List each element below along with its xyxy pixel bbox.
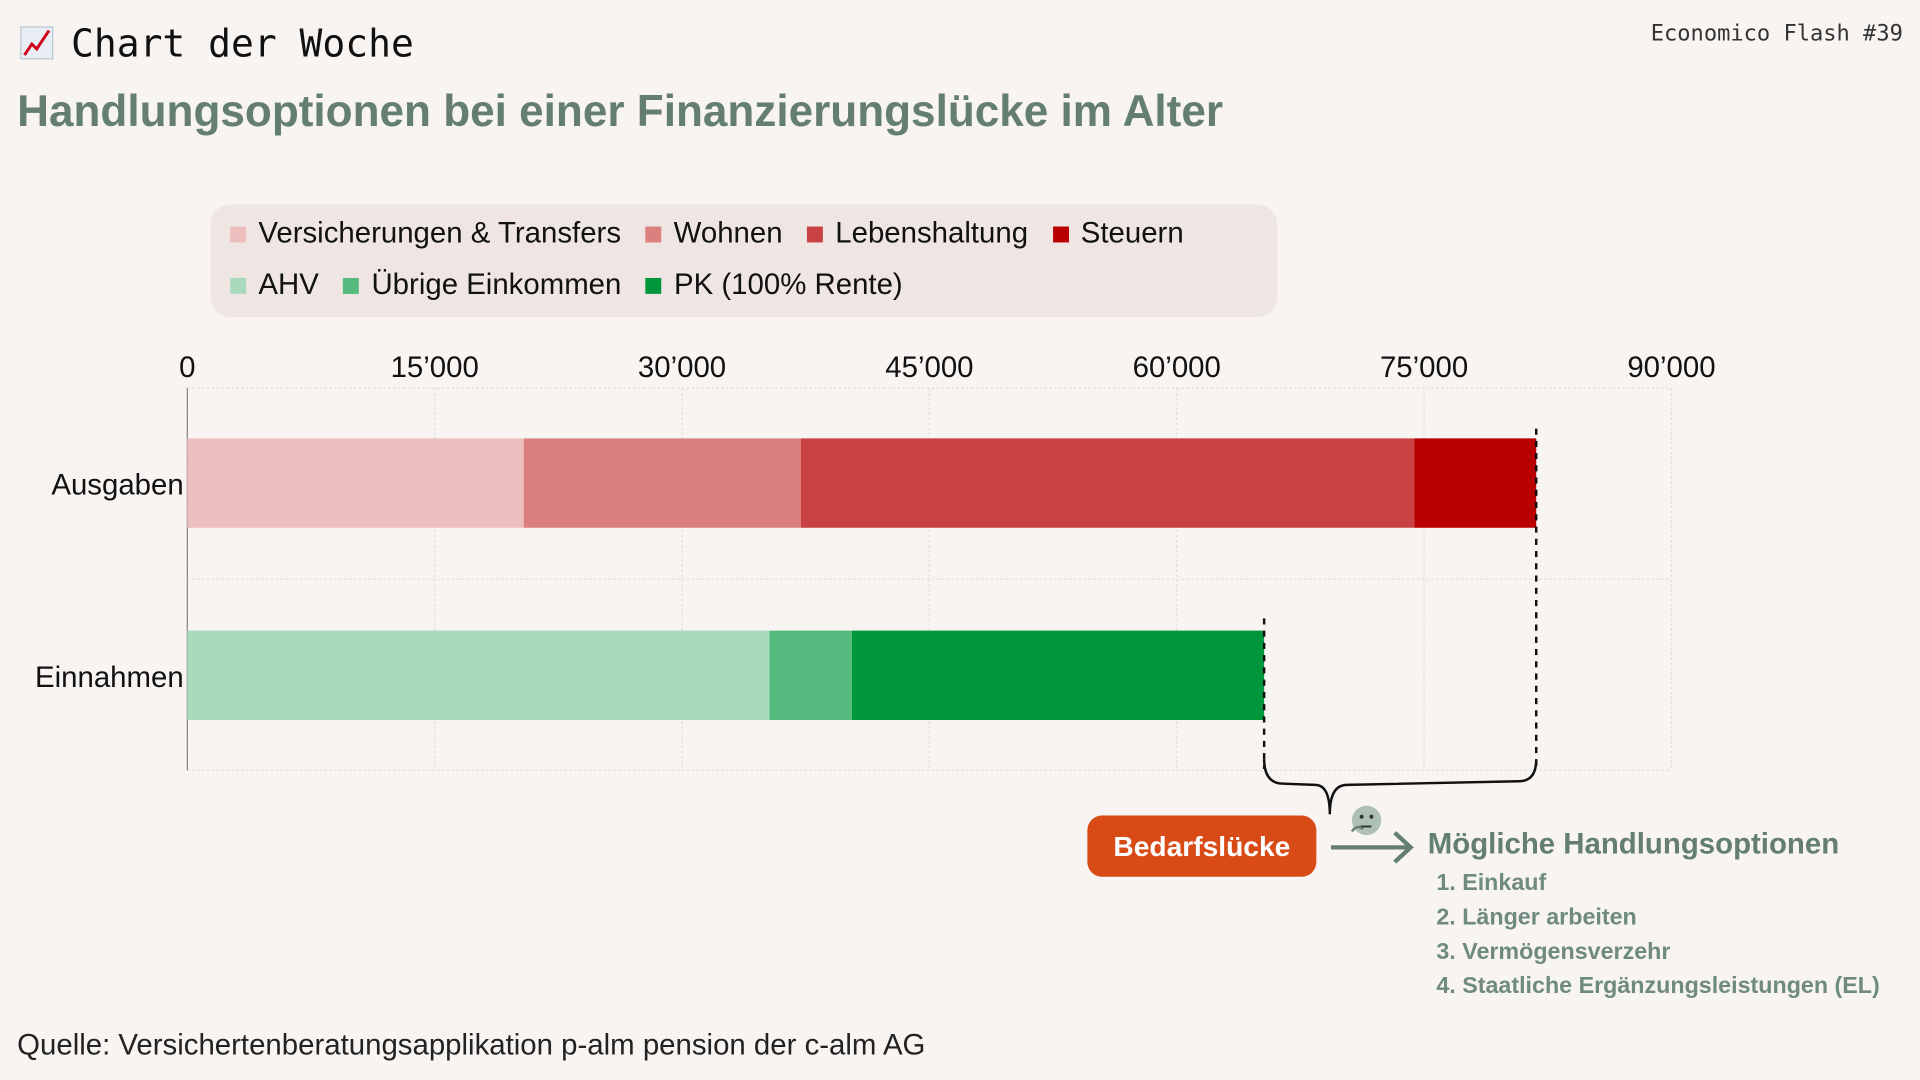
source-note: Quelle: Versichertenberatungsapplikation… (17, 1028, 926, 1062)
bar-segment (800, 438, 1415, 528)
legend-label: AHV (258, 268, 319, 302)
bar-chart: 0 15’000 30’000 45’000 60’000 75’000 90’000 Aus… (35, 351, 1716, 815)
legend-swatch (230, 277, 247, 294)
bar-segment (851, 630, 1265, 721)
bar-segment (187, 630, 770, 721)
option-item: 3. Vermögensverzehr (1436, 939, 1671, 965)
legend-label: Lebenshaltung (835, 216, 1029, 250)
legend-label: Übrige Einkommen (371, 268, 622, 302)
legend-item: Lebenshaltung (807, 217, 1028, 251)
options-title: Mögliche Handlungsoptionen (1427, 827, 1840, 861)
legend-item: Steuern (1052, 216, 1184, 251)
legend-swatch (230, 225, 247, 242)
legend-label: PK (100% Rente) (674, 268, 903, 302)
kicker-text: Chart der Woche (71, 22, 414, 67)
y-tick-label: Einnahmen (35, 661, 184, 694)
bar-segment (523, 438, 801, 528)
legend-item: AHV (230, 268, 319, 302)
options-list: 1. Einkauf 2. Länger arbeiten 3. Vermöge… (1436, 867, 1879, 1004)
x-tick-label: 0 (179, 351, 195, 384)
legend-swatch (645, 277, 662, 294)
option-item: 2. Länger arbeiten (1436, 904, 1637, 931)
legend-label: Wohnen (673, 216, 783, 250)
option-item: 4. Staatliche Ergänzungsleistungen (EL) (1436, 973, 1880, 1000)
legend-swatch (1052, 225, 1069, 242)
legend-item: Wohnen (645, 216, 783, 251)
legend: Versicherungen & Transfers Wohnen Lebensha… (210, 204, 1278, 318)
issue-label: Economico Flash #39 (1650, 20, 1903, 47)
kicker: Chart der Woche (20, 22, 414, 66)
x-tick-label: 15’000 (391, 351, 479, 384)
x-tick-label: 60’000 (1133, 351, 1221, 384)
legend-label: Versicherungen & Transfers (258, 216, 622, 250)
y-tick-label: Ausgaben (51, 469, 183, 502)
bar-segment (187, 438, 524, 528)
x-tick-label: 75’000 (1380, 351, 1468, 384)
option-item: 1. Einkauf (1436, 870, 1547, 897)
arrow-annotation (1331, 805, 1414, 864)
chart-title: Handlungsoptionen bei einer Finanzierung… (17, 85, 1224, 136)
legend-swatch (807, 225, 824, 242)
arrow-right-icon (1331, 831, 1414, 864)
bar-segment (1414, 438, 1537, 528)
legend-item: Übrige Einkommen (343, 268, 621, 302)
thinking-face-icon (1350, 805, 1382, 836)
legend-item: PK (100% Rente) (645, 268, 903, 302)
legend-label: Steuern (1080, 216, 1184, 250)
legend-swatch (343, 277, 360, 294)
gap-badge: Bedarfslücke (1087, 815, 1317, 877)
legend-swatch (645, 225, 662, 242)
x-tick-label: 45’000 (885, 351, 973, 384)
x-tick-label: 30’000 (638, 351, 726, 384)
legend-item: Versicherungen & Transfers (230, 217, 621, 251)
x-tick-label: 90’000 (1627, 351, 1715, 384)
chart-increasing-icon (20, 26, 54, 60)
bar-segment (769, 630, 852, 721)
